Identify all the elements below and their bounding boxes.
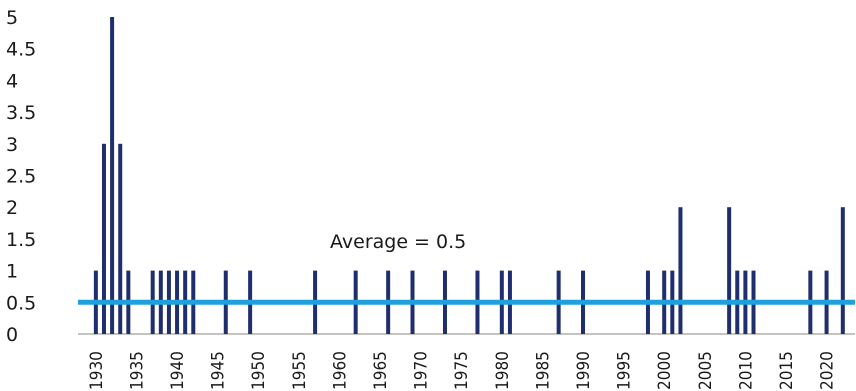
x-tick-label: 2000 [655,351,675,390]
average-line-group: Average = 0.5 [78,231,855,305]
bar [110,17,115,334]
x-tick-label: 1955 [290,351,310,390]
x-tick-label: 1985 [533,351,553,390]
x-tick-label: 1980 [493,351,513,390]
x-tick-label: 1950 [249,351,269,390]
x-tick-label: 2005 [696,351,716,390]
y-tick-label: 4 [6,70,18,92]
y-tick-label: 0.5 [6,292,36,314]
y-tick-label: 2.5 [6,166,36,188]
x-tick-label: 1975 [452,351,472,390]
x-tick-label: 2010 [736,351,756,390]
bar [118,143,123,334]
bars [93,17,845,334]
average-annotation: Average = 0.5 [330,231,466,253]
y-tick-label: 4.5 [6,39,36,61]
x-tick-label: 1995 [615,351,635,390]
bar [840,207,845,334]
x-tick-label: 1970 [412,351,432,390]
x-tick-label: 1935 [127,351,147,390]
x-tick-label: 1965 [371,351,391,390]
bar [727,207,732,334]
y-tick-label: 3 [6,134,18,156]
y-tick-label: 1 [6,261,18,283]
bar [101,143,106,334]
x-tick-label: 2015 [777,351,797,390]
y-tick-label: 1.5 [6,229,36,251]
y-tick-label: 5 [6,7,18,29]
x-axis-ticks: 1930 1935 1940 1945 1950 1955 1960 1965 1970 1975… [87,351,838,390]
y-axis-ticks: 0 0.5 1 1.5 2 2.5 3 3.5 4 4.5 5 [6,7,36,346]
y-tick-label: 3.5 [6,102,36,124]
x-tick-label: 1990 [574,351,594,390]
x-tick-label: 1940 [168,351,188,390]
x-tick-label: 1930 [87,351,107,390]
y-tick-label: 2 [6,197,18,219]
bar [678,207,683,334]
x-tick-label: 1945 [209,351,229,390]
y-tick-label: 0 [6,324,18,346]
x-tick-label: 2020 [818,351,838,390]
x-tick-label: 1960 [330,351,350,390]
